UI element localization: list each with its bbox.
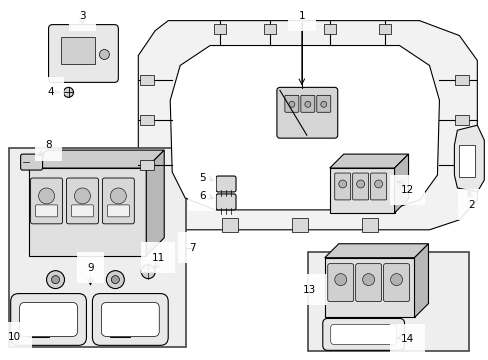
FancyBboxPatch shape <box>322 319 404 350</box>
Bar <box>61 37 95 64</box>
FancyBboxPatch shape <box>316 95 330 112</box>
FancyBboxPatch shape <box>383 264 408 302</box>
Circle shape <box>356 180 364 188</box>
FancyBboxPatch shape <box>11 293 86 345</box>
FancyBboxPatch shape <box>327 264 353 302</box>
Circle shape <box>111 276 119 284</box>
Polygon shape <box>29 150 164 168</box>
Bar <box>307 252 468 351</box>
Text: 14: 14 <box>400 334 413 345</box>
FancyBboxPatch shape <box>20 302 77 336</box>
Polygon shape <box>170 45 439 210</box>
Circle shape <box>141 265 155 279</box>
Bar <box>140 115 154 125</box>
Bar <box>214 24 225 33</box>
Text: 12: 12 <box>400 185 413 195</box>
Bar <box>329 168 394 213</box>
Circle shape <box>99 50 109 59</box>
Circle shape <box>51 276 60 284</box>
Bar <box>454 160 468 170</box>
Text: 9: 9 <box>87 263 94 273</box>
FancyBboxPatch shape <box>285 95 298 112</box>
Circle shape <box>338 180 346 188</box>
FancyBboxPatch shape <box>31 178 62 224</box>
Bar <box>140 160 154 170</box>
Bar <box>361 218 377 232</box>
Polygon shape <box>329 154 407 168</box>
Circle shape <box>288 101 294 107</box>
Circle shape <box>46 271 64 289</box>
Polygon shape <box>453 125 483 192</box>
Bar <box>29 168 146 256</box>
FancyBboxPatch shape <box>48 24 118 82</box>
Circle shape <box>39 188 55 204</box>
FancyBboxPatch shape <box>330 324 396 345</box>
Circle shape <box>304 101 310 107</box>
Text: 11: 11 <box>151 253 164 263</box>
Bar <box>454 115 468 125</box>
FancyBboxPatch shape <box>355 264 381 302</box>
Text: 2: 2 <box>467 200 474 210</box>
Polygon shape <box>146 150 164 256</box>
Bar <box>140 75 154 85</box>
Polygon shape <box>138 21 476 230</box>
Polygon shape <box>394 154 407 213</box>
Bar <box>454 75 468 85</box>
FancyBboxPatch shape <box>300 95 314 112</box>
Polygon shape <box>414 244 427 318</box>
FancyBboxPatch shape <box>216 194 236 210</box>
FancyBboxPatch shape <box>334 173 350 200</box>
FancyBboxPatch shape <box>20 154 42 170</box>
Circle shape <box>63 87 73 97</box>
FancyBboxPatch shape <box>276 87 337 138</box>
Bar <box>323 24 335 33</box>
Polygon shape <box>324 244 427 258</box>
Bar <box>9 148 186 347</box>
Text: 13: 13 <box>303 284 316 294</box>
Circle shape <box>106 271 124 289</box>
FancyBboxPatch shape <box>71 205 93 217</box>
FancyBboxPatch shape <box>36 205 58 217</box>
FancyBboxPatch shape <box>216 176 236 192</box>
Circle shape <box>110 188 126 204</box>
Text: 10: 10 <box>8 332 21 342</box>
Text: 4: 4 <box>47 87 54 97</box>
Circle shape <box>334 274 346 285</box>
Text: 7: 7 <box>188 243 195 253</box>
Bar <box>264 24 275 33</box>
Bar <box>378 24 390 33</box>
Bar <box>222 218 238 232</box>
FancyBboxPatch shape <box>107 205 129 217</box>
Bar <box>291 218 307 232</box>
Circle shape <box>74 188 90 204</box>
FancyBboxPatch shape <box>102 178 134 224</box>
FancyBboxPatch shape <box>352 173 368 200</box>
Circle shape <box>362 274 374 285</box>
Circle shape <box>374 180 382 188</box>
Bar <box>458 145 474 177</box>
FancyBboxPatch shape <box>370 173 386 200</box>
FancyBboxPatch shape <box>66 178 98 224</box>
FancyBboxPatch shape <box>92 293 168 345</box>
Text: 3: 3 <box>79 11 85 21</box>
Text: 1: 1 <box>298 11 305 21</box>
Text: 5: 5 <box>199 173 205 183</box>
Bar <box>324 258 414 318</box>
Text: 6: 6 <box>199 191 205 201</box>
Text: 8: 8 <box>45 140 52 150</box>
Circle shape <box>320 101 326 107</box>
Circle shape <box>390 274 402 285</box>
FancyBboxPatch shape <box>101 302 159 336</box>
